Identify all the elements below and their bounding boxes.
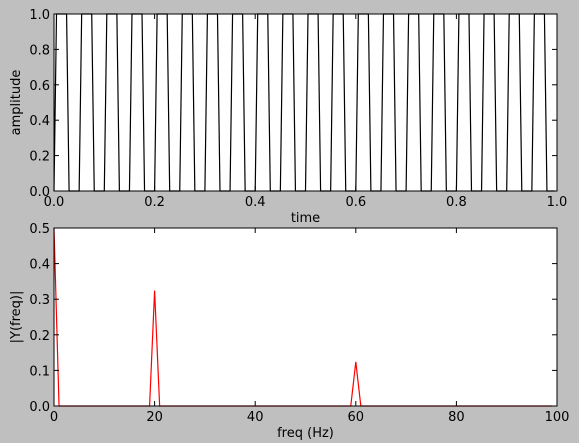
plot-frame <box>53 13 558 192</box>
x-tick-label: 1.0 <box>547 195 568 210</box>
x-tick-label: 0.6 <box>345 195 366 210</box>
x-tick-label: 20 <box>146 410 163 425</box>
x-tick-label: 0.4 <box>245 195 266 210</box>
y-tick-label: 0.4 <box>29 114 50 129</box>
y-tick-label: 0.2 <box>29 329 50 344</box>
x-tick-label: 0 <box>50 410 58 425</box>
x-tick-label: 40 <box>247 410 264 425</box>
y-axis-label: |Y(freq)| <box>9 291 24 344</box>
x-tick-label: 100 <box>545 410 570 425</box>
y-tick-label: 0.0 <box>29 400 50 415</box>
y-tick-label: 0.1 <box>29 364 50 379</box>
x-tick-label: 0.2 <box>144 195 165 210</box>
y-tick-label: 0.6 <box>29 79 50 94</box>
x-tick-label: 0.8 <box>446 195 467 210</box>
y-tick-label: 0.4 <box>29 258 50 273</box>
x-axis-label: time <box>291 211 320 226</box>
x-tick-label: 80 <box>448 410 465 425</box>
x-tick-label: 60 <box>348 410 365 425</box>
y-tick-label: 0.2 <box>29 150 50 165</box>
plot-frame <box>53 227 558 407</box>
y-tick-label: 1.0 <box>29 8 50 23</box>
y-tick-label: 0.8 <box>29 43 50 58</box>
y-tick-label: 0.0 <box>29 185 50 200</box>
plot-area <box>54 228 557 406</box>
x-tick-label: 0.0 <box>44 195 65 210</box>
x-axis-label: freq (Hz) <box>277 426 334 441</box>
y-axis-label: amplitude <box>9 70 24 136</box>
y-tick-label: 0.3 <box>29 293 50 308</box>
y-tick-label: 0.5 <box>29 222 50 237</box>
